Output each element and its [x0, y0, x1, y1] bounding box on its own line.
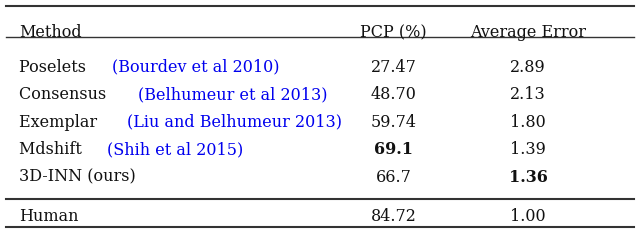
Text: 59.74: 59.74	[371, 114, 417, 131]
Text: 1.39: 1.39	[510, 141, 546, 158]
Text: 1.80: 1.80	[510, 114, 546, 131]
Text: (Liu and Belhumeur 2013): (Liu and Belhumeur 2013)	[127, 114, 342, 131]
Text: (Belhumeur et al 2013): (Belhumeur et al 2013)	[138, 86, 328, 103]
Text: Human: Human	[19, 208, 79, 225]
Text: 27.47: 27.47	[371, 59, 417, 76]
Text: Average Error: Average Error	[470, 24, 586, 41]
Text: 1.00: 1.00	[510, 208, 546, 225]
Text: (Shih et al 2015): (Shih et al 2015)	[107, 141, 243, 158]
Text: 66.7: 66.7	[376, 169, 412, 186]
Text: 69.1: 69.1	[374, 141, 413, 158]
Text: 3D-INN (ours): 3D-INN (ours)	[19, 169, 136, 186]
Text: 2.13: 2.13	[510, 86, 546, 103]
Text: Mdshift: Mdshift	[19, 141, 87, 158]
Text: 2.89: 2.89	[510, 59, 546, 76]
Text: Exemplar: Exemplar	[19, 114, 102, 131]
Text: PCP (%): PCP (%)	[360, 24, 427, 41]
Text: (Bourdev et al 2010): (Bourdev et al 2010)	[112, 59, 280, 76]
Text: Method: Method	[19, 24, 82, 41]
Text: 48.70: 48.70	[371, 86, 417, 103]
Text: 1.36: 1.36	[509, 169, 547, 186]
Text: 84.72: 84.72	[371, 208, 417, 225]
Text: Poselets: Poselets	[19, 59, 92, 76]
Text: Consensus: Consensus	[19, 86, 111, 103]
